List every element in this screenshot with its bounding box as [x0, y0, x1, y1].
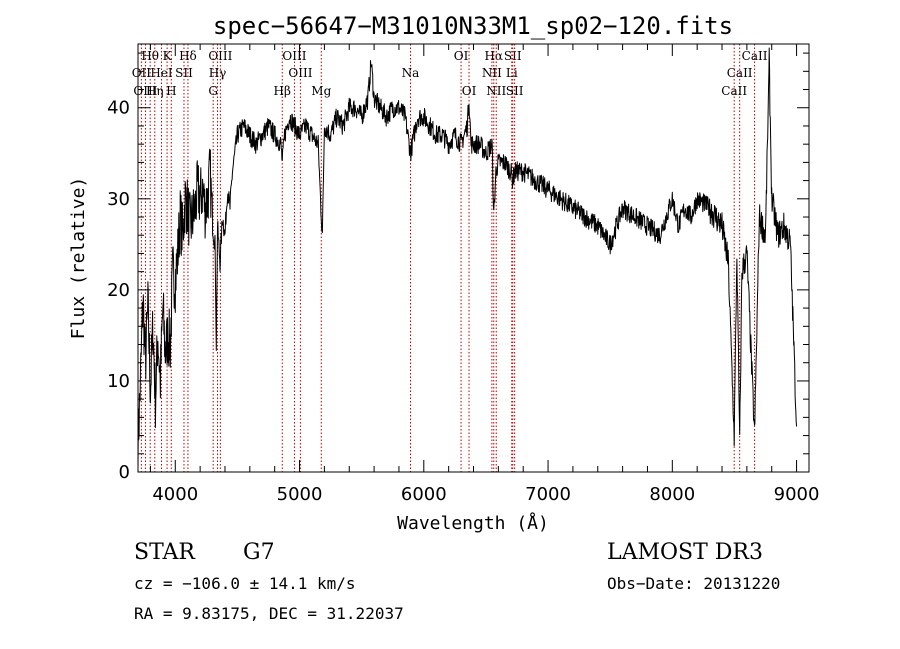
x-tick-label: 4000 [152, 484, 198, 505]
spectral-line-label: SII [506, 84, 524, 98]
spectral-line-label: Na [402, 66, 420, 80]
sky-coordinates: RA = 9.83175, DEC = 31.22037 [134, 604, 404, 623]
x-tick-label: 7000 [525, 484, 571, 505]
spectral-line-label: CaII [727, 66, 753, 80]
y-axis-label: Flux (relative) [68, 177, 89, 340]
redshift-velocity: cz = −106.0 ± 14.1 km/s [134, 574, 356, 593]
spectral-line-label: Li [506, 66, 518, 80]
x-axis: 4000 5000 6000 7000 8000 9000 [149, 44, 820, 505]
spectral-line-label: K [163, 49, 173, 63]
spectral-line-label: Hα [484, 49, 503, 63]
object-subclass: G7 [243, 540, 275, 565]
spectral-line-label: OIII [133, 84, 157, 98]
spectral-line-label: NII [482, 66, 502, 80]
y-tick-label: 40 [107, 98, 130, 119]
spectral-line-label: NII [486, 84, 506, 98]
spectral-line-label: Mg [311, 84, 331, 98]
spectral-line-label: OI [462, 84, 477, 98]
spectral-line-label: SII [504, 49, 522, 63]
y-tick-label: 30 [107, 189, 130, 210]
spectral-line-label: Hη [146, 84, 164, 98]
x-axis-label: Wavelength (Å) [397, 512, 549, 534]
chart-title: spec−56647−M31010N33M1_sp02−120.fits [213, 12, 733, 40]
plot-frame [137, 43, 810, 473]
spectral-line-label: OI [454, 49, 469, 63]
x-tick-label: 8000 [649, 484, 695, 505]
spectral-line-label: Hγ [209, 66, 227, 80]
spectral-line-label: G [208, 84, 218, 98]
spectrum-line [137, 47, 798, 470]
survey-name: LAMOST DR3 [607, 540, 763, 565]
x-tick-label: 5000 [277, 484, 323, 505]
spectral-line-label: SII [175, 66, 193, 80]
x-tick-label: 9000 [774, 484, 820, 505]
x-tick-label: 6000 [401, 484, 447, 505]
spectral-line-label: CaII [742, 49, 768, 63]
spectral-line-label: Hδ [179, 49, 197, 63]
spectral-line-label: Hβ [274, 84, 291, 98]
spectral-line-label: OII [132, 66, 152, 80]
spectral-line-label: OIII [208, 49, 232, 63]
y-tick-label: 10 [107, 371, 130, 392]
object-class: STAR [134, 540, 196, 565]
spectral-line-label: Hθ [141, 49, 159, 63]
observation-date: Obs−Date: 20131220 [607, 574, 780, 593]
y-axis: 0 10 20 30 40 [107, 52, 809, 483]
spectral-line-label: CaII [721, 84, 747, 98]
spectral-line-label: H [166, 84, 176, 98]
spectral-line-label: OIII [288, 66, 312, 80]
y-tick-label: 20 [107, 280, 130, 301]
y-tick-label: 0 [119, 462, 130, 483]
spectrum-layer [137, 47, 798, 470]
spectral-line-label: HeI [150, 66, 173, 80]
spectral-line-label: OIII [282, 49, 306, 63]
